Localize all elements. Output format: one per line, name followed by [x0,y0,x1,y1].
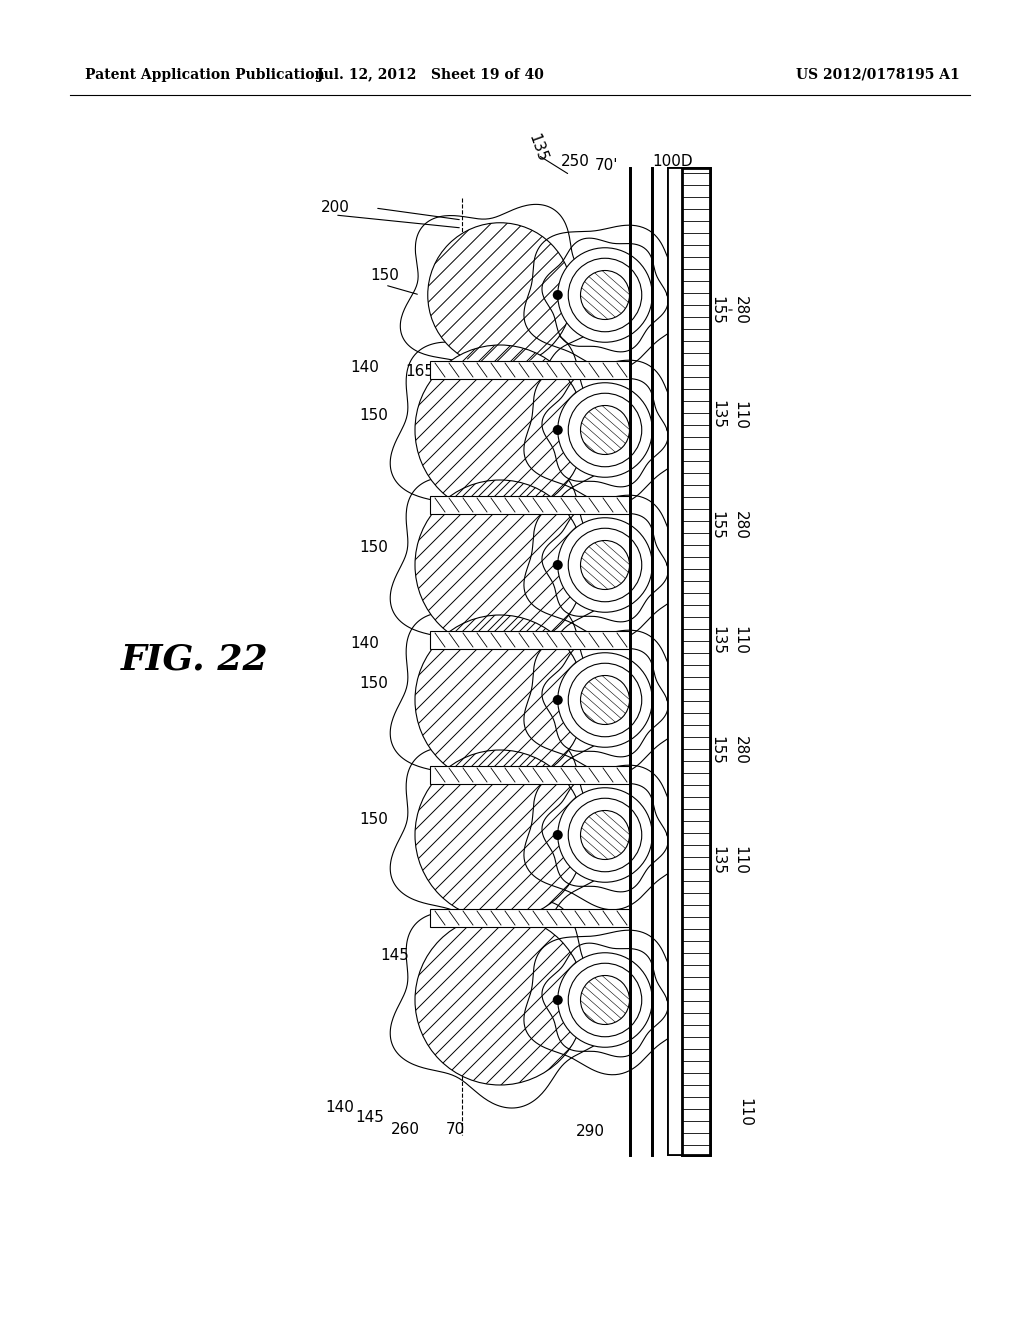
Circle shape [558,653,652,747]
Text: 200: 200 [321,201,349,215]
Text: 110: 110 [732,846,748,874]
Circle shape [581,271,630,319]
Text: 155: 155 [710,511,725,540]
Text: 275: 275 [454,372,482,388]
Text: 155: 155 [710,735,725,764]
Circle shape [568,964,642,1036]
Circle shape [568,799,642,871]
Text: 275: 275 [454,640,482,656]
Circle shape [568,393,642,467]
Text: 165: 165 [406,364,434,380]
Bar [430,496,630,513]
Text: 110: 110 [732,400,748,429]
Text: 275: 275 [454,777,482,792]
Circle shape [553,290,563,300]
Text: 150: 150 [359,813,388,828]
Text: 255: 255 [432,772,462,788]
Text: 255: 255 [432,367,462,383]
Text: 135: 135 [526,132,550,164]
Text: US 2012/0178195 A1: US 2012/0178195 A1 [797,69,961,82]
Circle shape [568,259,642,331]
Text: 250: 250 [560,154,590,169]
Circle shape [581,975,630,1024]
Circle shape [558,383,652,478]
Text: Jul. 12, 2012   Sheet 19 of 40: Jul. 12, 2012 Sheet 19 of 40 [316,69,544,82]
Circle shape [415,480,585,649]
Text: 290: 290 [575,1125,604,1139]
Text: 70': 70' [595,157,618,173]
Circle shape [415,915,585,1085]
Bar [668,168,682,1155]
Bar [430,360,630,379]
Circle shape [415,345,585,515]
Text: 255: 255 [432,500,462,516]
Circle shape [553,696,563,705]
Bar [668,168,682,1155]
Bar [682,168,710,1155]
Text: 275: 275 [454,504,482,520]
Text: 70: 70 [445,1122,465,1138]
Circle shape [568,663,642,737]
Text: FIG. 22: FIG. 22 [121,643,269,677]
Text: 110: 110 [732,626,748,655]
Text: 280: 280 [732,735,748,764]
Bar [430,766,630,784]
Text: 145: 145 [355,1110,384,1126]
Text: 255: 255 [432,635,462,651]
Text: 155: 155 [710,296,725,325]
Text: 150: 150 [359,540,388,556]
Text: 135: 135 [711,400,725,429]
Text: 280: 280 [732,296,748,325]
Circle shape [428,223,572,367]
Text: 140: 140 [350,360,380,375]
Text: 110: 110 [737,1097,753,1126]
Text: 140: 140 [350,635,380,651]
Text: 150: 150 [371,268,399,282]
Circle shape [581,540,630,590]
Circle shape [581,676,630,725]
Circle shape [558,788,652,882]
Circle shape [568,528,642,602]
Text: 135: 135 [711,846,725,874]
Circle shape [553,560,563,570]
Circle shape [553,995,563,1005]
Text: 150: 150 [359,408,388,422]
Text: 135: 135 [711,626,725,655]
Circle shape [558,248,652,342]
Circle shape [553,425,563,436]
Bar [430,631,630,649]
Circle shape [553,830,563,840]
Circle shape [558,953,652,1047]
Circle shape [415,750,585,920]
Bar [430,909,630,927]
Text: 145: 145 [381,948,410,962]
Circle shape [415,615,585,785]
Circle shape [581,405,630,454]
Text: 280: 280 [732,511,748,540]
Text: 260: 260 [390,1122,420,1138]
Text: Patent Application Publication: Patent Application Publication [85,69,325,82]
Text: 275: 275 [432,973,462,987]
Text: 100D: 100D [652,154,693,169]
Circle shape [581,810,630,859]
Circle shape [558,517,652,612]
Text: 140: 140 [326,1101,354,1115]
Bar [682,168,710,1155]
Text: 150: 150 [359,676,388,690]
